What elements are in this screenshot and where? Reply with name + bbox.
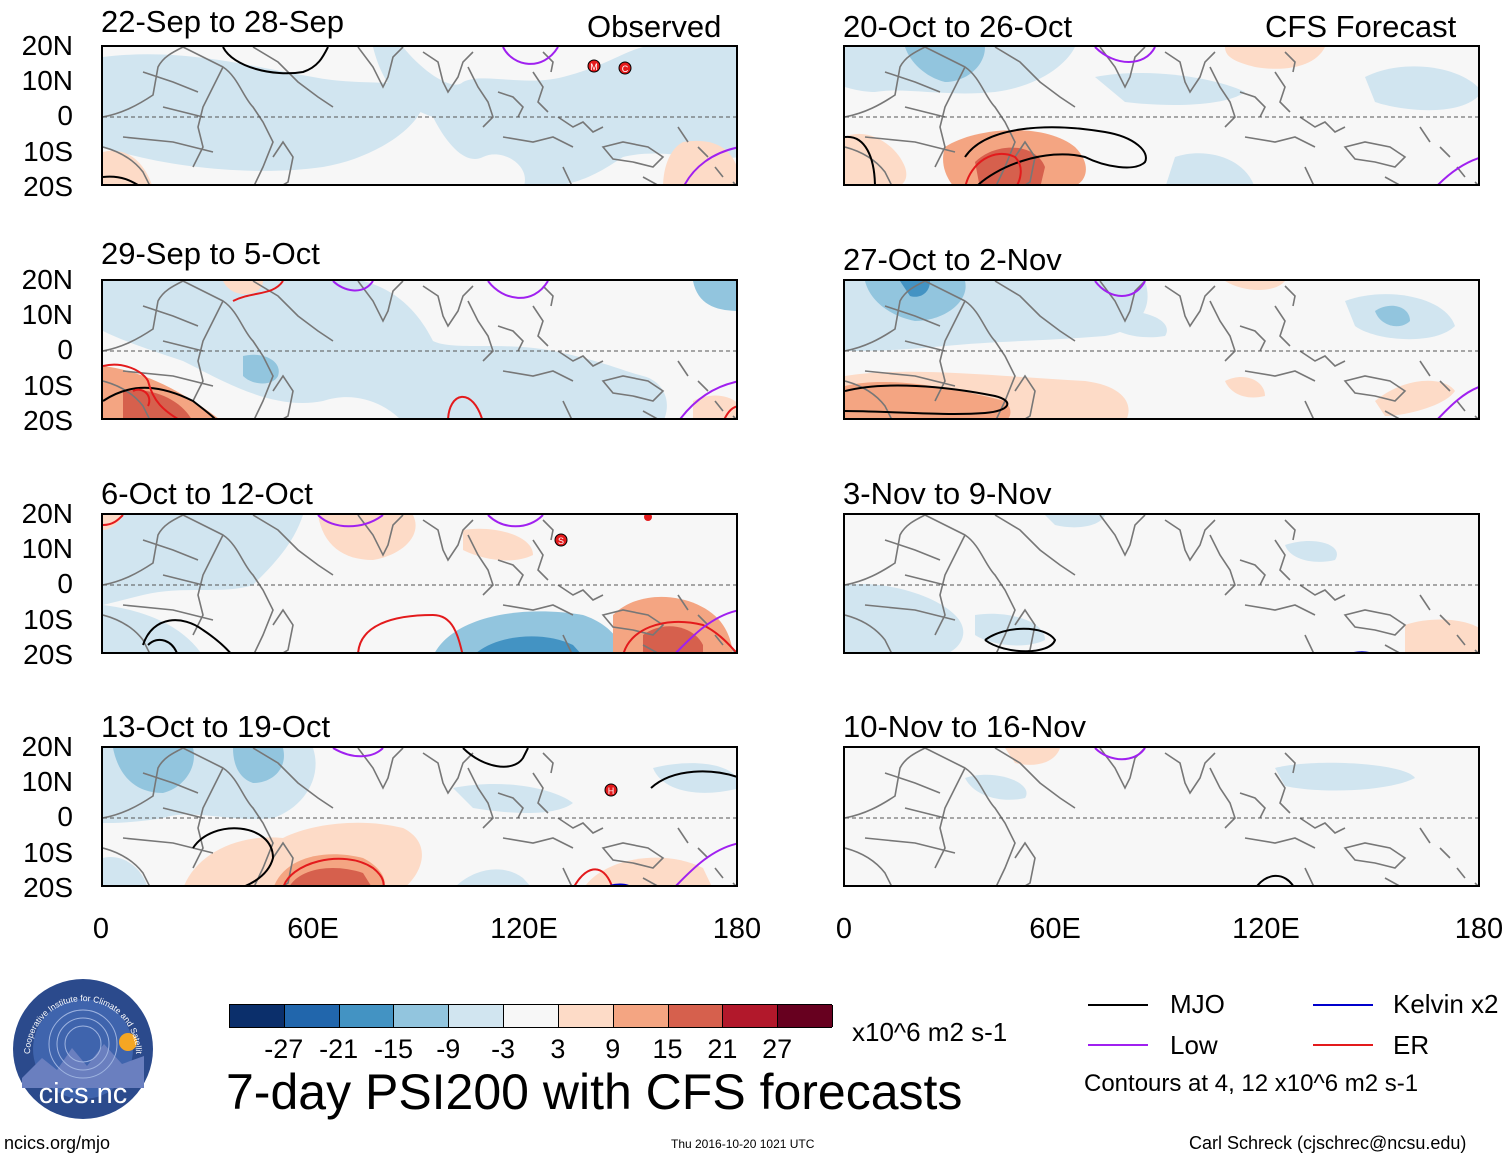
panel-title: 10-Nov to 16-Nov <box>843 709 1086 744</box>
observed-label: Observed <box>587 9 722 44</box>
svg-text:C: C <box>622 64 629 74</box>
lat-label: 10N <box>21 65 73 96</box>
svg-text:cics.nc: cics.nc <box>39 1078 128 1110</box>
colorbar-unit: x10^6 m2 s-1 <box>852 1017 1008 1047</box>
lat-label: 10N <box>21 766 73 797</box>
colorbar-swatch <box>723 1005 779 1027</box>
lon-label: 180 <box>1454 913 1504 945</box>
colorbar-tick-label: 21 <box>707 1034 738 1064</box>
lon-label: 120E <box>1232 913 1300 945</box>
colorbar-swatch <box>230 1005 285 1027</box>
lat-label: 0 <box>57 568 73 599</box>
legend-label: MJO <box>1170 989 1225 1019</box>
footer-timestamp: Thu 2016-10-20 1021 UTC <box>671 1137 815 1151</box>
colorbar-swatch <box>284 1005 340 1027</box>
lat-label: 10S <box>23 136 73 167</box>
cics-logo: Cooperative Institute for Climate and Sa… <box>10 970 154 1120</box>
lon-label: 120E <box>490 913 558 945</box>
lat-label: 20S <box>23 872 73 903</box>
colorbar-tick-label: 9 <box>605 1034 621 1064</box>
lat-label: 20S <box>23 171 73 202</box>
legend-line-kelvin <box>1313 1004 1373 1006</box>
lat-label: 20N <box>21 264 73 295</box>
lat-label: 20N <box>21 498 73 529</box>
colorbar-swatch <box>394 1005 450 1027</box>
map-panel-observed-2 <box>101 279 738 420</box>
lat-label: 10S <box>23 604 73 635</box>
forecast-label: CFS Forecast <box>1265 9 1457 44</box>
map-panel-forecast-4 <box>843 746 1480 887</box>
storm-marker-m: M <box>587 59 601 73</box>
lat-label: 20S <box>23 639 73 670</box>
colorbar-swatch <box>504 1005 559 1027</box>
lat-label: 0 <box>57 801 73 832</box>
panel-title: 20-Oct to 26-Oct <box>843 9 1073 44</box>
legend-label: ER <box>1393 1030 1430 1060</box>
lon-label: 180 <box>712 913 762 945</box>
legend-label: Kelvin x2 <box>1393 989 1499 1019</box>
map-panel-observed-3: S <box>101 513 738 654</box>
lon-label: 0 <box>835 913 853 945</box>
lat-label: 20N <box>21 731 73 762</box>
colorbar-tick-label: 15 <box>652 1034 683 1064</box>
panel-title: 27-Oct to 2-Nov <box>843 242 1062 277</box>
legend-label: Low <box>1170 1030 1218 1060</box>
panel-title: 22-Sep to 28-Sep <box>101 4 345 39</box>
map-panel-observed-1: M C <box>101 45 738 186</box>
svg-text:M: M <box>590 62 598 72</box>
colorbar-swatch <box>668 1005 724 1027</box>
colorbar-strip <box>229 1004 833 1028</box>
lat-label: 20S <box>23 405 73 436</box>
colorbar-tick-label: 27 <box>762 1034 793 1064</box>
colorbar-tick-label: -21 <box>319 1034 359 1064</box>
colorbar-tick-label: -27 <box>264 1034 304 1064</box>
map-panel-observed-4: H <box>101 746 738 887</box>
lat-label: 10S <box>23 370 73 401</box>
colorbar-tick-label: -15 <box>373 1034 413 1064</box>
lon-label: 0 <box>92 913 110 945</box>
svg-text:S: S <box>558 536 564 546</box>
storm-marker-h: H <box>604 783 618 797</box>
panel-title: 6-Oct to 12-Oct <box>101 476 313 511</box>
colorbar-tick-label: -3 <box>491 1034 516 1064</box>
colorbar-tick-label: -9 <box>436 1034 461 1064</box>
lat-label: 10N <box>21 533 73 564</box>
colorbar-swatch <box>339 1005 395 1027</box>
lon-label: 60E <box>287 913 339 945</box>
legend-line-mjo <box>1088 1004 1148 1006</box>
storm-marker-c: C <box>618 61 632 75</box>
map-panel-forecast-3 <box>843 513 1480 654</box>
lat-label: 10S <box>23 837 73 868</box>
colorbar-swatch <box>449 1005 505 1027</box>
colorbar-swatch <box>558 1005 614 1027</box>
svg-text:H: H <box>608 786 615 796</box>
panel-title: 29-Sep to 5-Oct <box>101 236 320 271</box>
footer-url[interactable]: ncics.org/mjo <box>4 1133 111 1153</box>
panel-title: 13-Oct to 19-Oct <box>101 709 331 744</box>
lat-label: 10N <box>21 299 73 330</box>
contour-note: Contours at 4, 12 x10^6 m2 s-1 <box>1084 1070 1419 1097</box>
colorbar-swatch <box>613 1005 669 1027</box>
main-title: 7-day PSI200 with CFS forecasts <box>226 1064 963 1120</box>
legend-line-low <box>1088 1044 1148 1046</box>
lat-label: 20N <box>21 30 73 61</box>
colorbar-swatch <box>778 1005 833 1027</box>
lon-label: 60E <box>1029 913 1081 945</box>
storm-marker-s: S <box>554 533 568 547</box>
footer-author: Carl Schreck (cjschrec@ncsu.edu) <box>1189 1133 1467 1153</box>
legend-line-er <box>1313 1044 1373 1046</box>
lat-label: 0 <box>57 100 73 131</box>
lat-label: 0 <box>57 334 73 365</box>
map-panel-forecast-2 <box>843 279 1480 420</box>
panel-title: 3-Nov to 9-Nov <box>843 476 1052 511</box>
colorbar-tick-label: 3 <box>550 1034 566 1064</box>
map-panel-forecast-1 <box>843 45 1480 186</box>
